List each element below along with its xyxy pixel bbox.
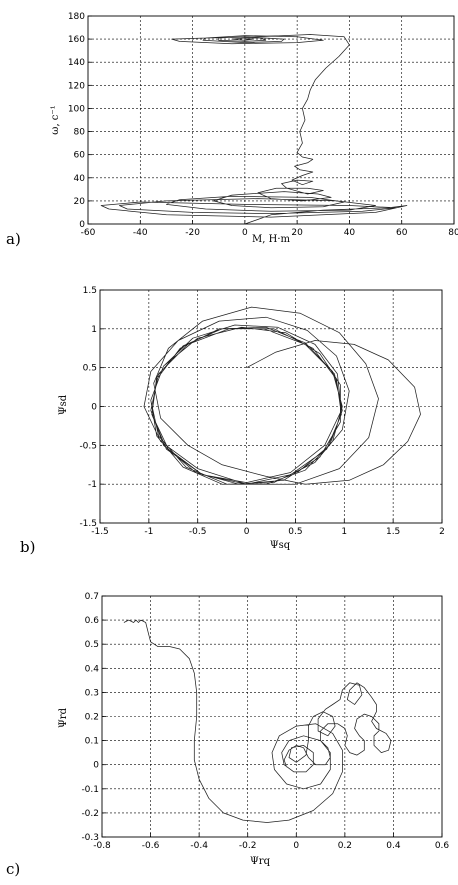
- panel-label: c): [6, 860, 20, 878]
- x-tick-label: 40: [344, 228, 356, 238]
- x-tick-label: 20: [291, 228, 303, 238]
- y-tick-label: 120: [68, 81, 85, 91]
- y-axis-label: Ψsd: [58, 394, 69, 415]
- chart-a: -60 -40 -20 0 20 40 60 80 0 20 40 60 80 100 120 140 160 1…: [6, 12, 458, 248]
- x-tick-label: 0: [242, 228, 248, 238]
- x-tick-label: 80: [448, 228, 458, 238]
- y-tick-label: 0: [91, 403, 97, 413]
- chart-b: -1.5 -1 -0.5 0 0.5 1 1.5 2 -1.5 -1 -0.5 0 0.5 1 1.5 Ψsq…: [20, 286, 445, 556]
- x-tick-label: 2: [439, 527, 445, 537]
- y-tick-label: 140: [68, 58, 85, 68]
- y-axis-label: Ψrd: [58, 707, 69, 728]
- x-axis-label: Ψsq: [270, 540, 291, 551]
- x-tick-label: 60: [396, 228, 408, 238]
- y-tick-label: 1: [91, 325, 97, 335]
- y-tick-label: 0.3: [85, 688, 99, 698]
- x-tick-label: 0.4: [386, 841, 401, 851]
- series-line: [143, 306, 421, 485]
- x-tick-label: 1: [341, 527, 347, 537]
- y-tick-label: -0.5: [79, 441, 97, 451]
- y-tick-label: 0.2: [85, 713, 99, 723]
- y-tick-label: 0: [79, 220, 85, 230]
- y-tick-label: -0.1: [81, 785, 99, 795]
- panel-label: a): [6, 230, 21, 248]
- y-tick-label: 0.5: [83, 364, 97, 374]
- y-tick-label: 1.5: [83, 286, 97, 296]
- y-tick-label: 60: [74, 151, 86, 161]
- x-tick-label: -0.6: [142, 841, 160, 851]
- x-tick-label: -1.5: [91, 527, 109, 537]
- y-tick-label: 0.1: [85, 737, 99, 747]
- x-tick-label: -0.2: [239, 841, 257, 851]
- x-tick-label: 0.5: [288, 527, 302, 537]
- series-line: [100, 34, 408, 225]
- y-tick-label: 0.7: [85, 592, 99, 602]
- x-tick-label: -20: [185, 228, 200, 238]
- y-axis-label: ω, c⁻¹: [50, 105, 61, 134]
- plot-frame: [87, 15, 455, 225]
- x-tick-label: -1: [144, 527, 153, 537]
- chart-c: -0.8 -0.6 -0.4 -0.2 0 0.2 0.4 0.6 -0.3 -0.2 -0.1 0 0…: [6, 592, 449, 878]
- y-tick-label: -0.2: [81, 809, 99, 819]
- y-tick-label: -0.3: [81, 833, 99, 843]
- x-tick-label: 0: [244, 527, 250, 537]
- y-tick-label: 180: [68, 12, 85, 22]
- y-tick-label: 40: [74, 174, 86, 184]
- x-tick-label: 0: [293, 841, 299, 851]
- x-axis-label: Ψrq: [250, 856, 271, 867]
- y-tick-label: 100: [68, 104, 85, 114]
- x-tick-label: -0.8: [93, 841, 111, 851]
- x-tick-label: 1.5: [386, 527, 400, 537]
- x-tick-label: -40: [133, 228, 148, 238]
- x-tick-label: -60: [81, 228, 96, 238]
- x-tick-label: 0.2: [338, 841, 352, 851]
- x-tick-label: 0.6: [435, 841, 450, 851]
- y-tick-label: 0.5: [85, 640, 99, 650]
- x-tick-label: -0.4: [190, 841, 208, 851]
- y-tick-label: -1.5: [79, 519, 97, 529]
- y-tick-label: 80: [74, 128, 86, 138]
- y-tick-label: 0: [93, 761, 99, 771]
- y-tick-label: 0.4: [85, 664, 100, 674]
- y-tick-label: 160: [68, 35, 85, 45]
- y-tick-label: 20: [74, 197, 86, 207]
- y-tick-label: -1: [88, 480, 97, 490]
- x-axis-label: M, Н·m: [252, 234, 290, 245]
- y-tick-label: 0.6: [85, 616, 100, 626]
- x-tick-label: -0.5: [189, 527, 207, 537]
- series-line: [123, 619, 392, 823]
- panel-label: b): [20, 538, 35, 556]
